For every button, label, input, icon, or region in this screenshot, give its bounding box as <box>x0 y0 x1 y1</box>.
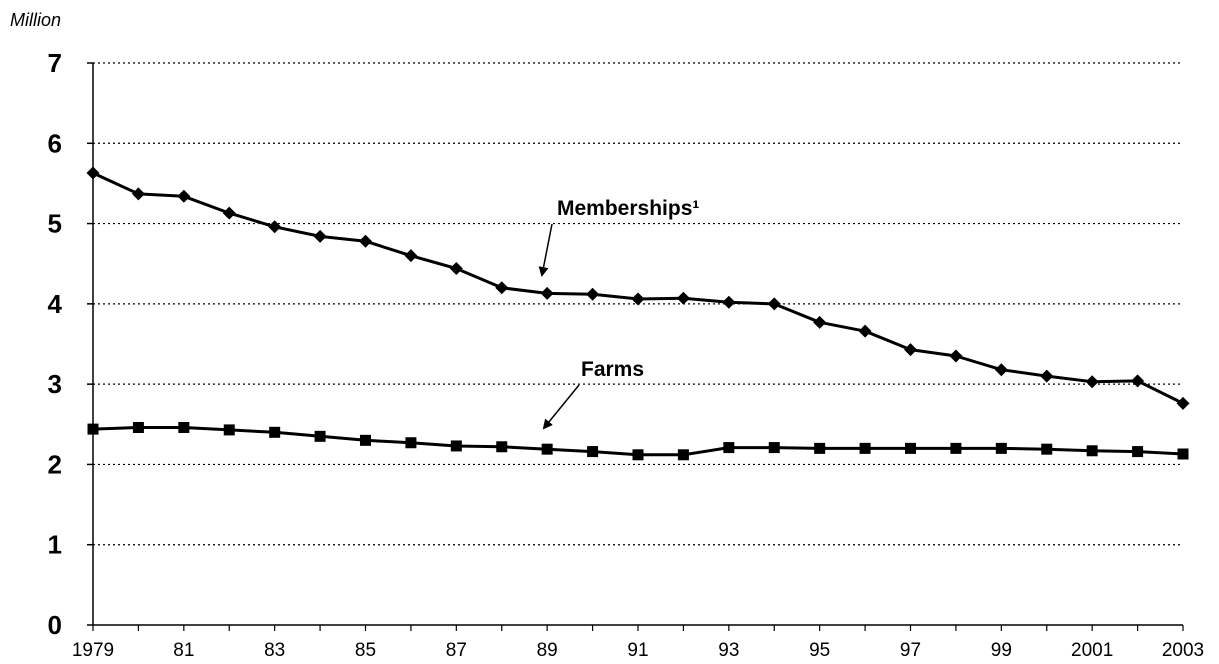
data-point <box>814 442 826 454</box>
data-point <box>359 234 372 248</box>
data-point <box>858 324 872 338</box>
data-point <box>677 449 689 461</box>
x-tick-label: 87 <box>446 640 467 661</box>
x-tick-labels: 1979 81 83 85 87 89 91 93 95 97 99 2001 2003 <box>72 640 1204 661</box>
data-point <box>313 229 327 243</box>
data-point <box>994 363 1008 377</box>
data-point <box>995 442 1007 454</box>
data-point <box>949 349 963 363</box>
data-point <box>540 286 554 300</box>
y-tick-label: 5 <box>48 209 62 239</box>
data-point <box>450 440 462 452</box>
data-point <box>905 442 916 454</box>
x-tick-label: 81 <box>173 640 194 661</box>
data-point <box>1132 446 1144 458</box>
data-point <box>132 421 144 433</box>
y-tick-label: 1 <box>48 530 62 560</box>
data-point <box>676 291 690 305</box>
data-point <box>1041 443 1053 455</box>
data-point <box>632 449 644 461</box>
x-tick-label: 89 <box>537 640 558 661</box>
x-tick-label: 83 <box>264 640 285 661</box>
x-tick-label: 85 <box>355 640 376 661</box>
data-point <box>1176 396 1190 410</box>
data-point <box>87 423 99 435</box>
data-point <box>314 430 326 442</box>
x-tick-label: 99 <box>991 640 1012 661</box>
data-point <box>904 343 917 357</box>
x-tick-label: 93 <box>718 640 739 661</box>
data-point <box>86 166 100 180</box>
data-point <box>131 187 145 201</box>
data-point <box>767 297 781 311</box>
series-group <box>86 166 1190 461</box>
data-point <box>541 443 553 455</box>
data-point <box>1131 374 1145 388</box>
y-tick-labels: 0 1 2 3 4 5 6 7 <box>48 48 63 640</box>
memberships-arrow <box>538 223 553 277</box>
data-point <box>1086 445 1098 457</box>
data-point <box>222 206 236 220</box>
data-point <box>223 424 235 436</box>
x-tick-label: 2001 <box>1071 640 1113 661</box>
data-point <box>722 295 736 309</box>
data-point <box>1085 375 1099 389</box>
y-tick-label: 6 <box>48 128 62 158</box>
data-point <box>449 262 463 276</box>
x-tick-label: 2003 <box>1162 640 1204 661</box>
y-tick-label: 3 <box>48 369 62 399</box>
y-tick-label: 4 <box>48 289 63 319</box>
farms-arrow <box>542 384 580 430</box>
data-point <box>268 220 282 234</box>
data-point <box>723 442 735 454</box>
y-tick-label: 2 <box>48 449 62 479</box>
x-tick-label: 91 <box>627 640 648 661</box>
series-farms <box>87 421 1189 461</box>
axes <box>87 62 1184 631</box>
series-label-memberships: Memberships¹ <box>557 197 699 220</box>
data-point <box>177 189 191 203</box>
x-tick-label: 97 <box>900 640 921 661</box>
y-tick-label: 7 <box>48 48 62 78</box>
y-tick-label: 0 <box>48 610 62 640</box>
data-point <box>950 442 962 454</box>
data-point <box>586 287 600 301</box>
data-point <box>495 281 509 295</box>
data-point <box>405 437 417 449</box>
x-tick-label: 95 <box>809 640 830 661</box>
data-point <box>631 292 645 306</box>
data-point <box>859 442 871 454</box>
data-point <box>178 421 190 433</box>
data-point <box>587 446 599 458</box>
data-point <box>496 441 508 453</box>
series-memberships <box>86 166 1190 410</box>
x-tick-label: 1979 <box>72 640 114 661</box>
y-axis-label: Million <box>10 10 61 30</box>
annotations: Memberships¹ Farms <box>538 197 699 430</box>
data-point <box>813 315 827 329</box>
data-point <box>1040 369 1054 383</box>
data-point <box>1177 448 1189 460</box>
series-label-farms: Farms <box>581 358 644 381</box>
data-point <box>404 249 418 263</box>
data-point <box>269 426 281 438</box>
data-point <box>768 442 780 454</box>
data-point <box>360 434 371 446</box>
